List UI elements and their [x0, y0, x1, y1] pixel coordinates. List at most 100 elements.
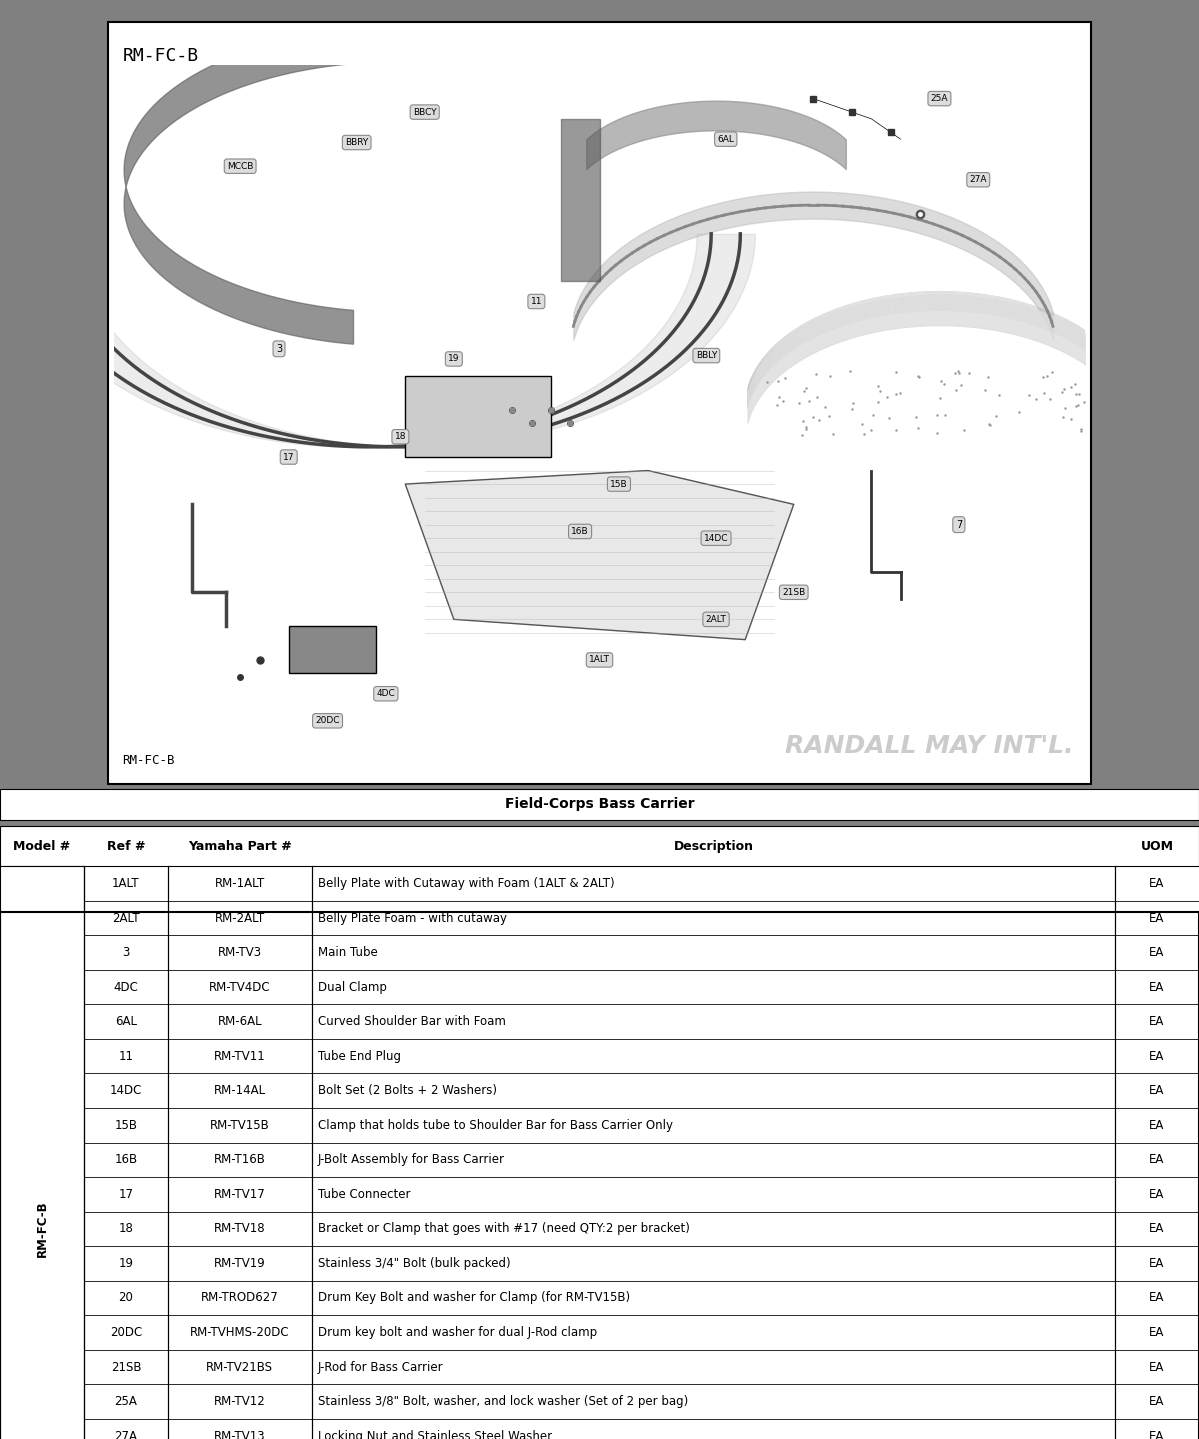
Text: Clamp that holds tube to Shoulder Bar for Bass Carrier Only: Clamp that holds tube to Shoulder Bar fo…	[318, 1118, 673, 1132]
Text: J-Bolt Assembly for Bass Carrier: J-Bolt Assembly for Bass Carrier	[318, 1153, 505, 1167]
Text: EA: EA	[1150, 1256, 1164, 1271]
Bar	[0, 901, 1199, 935]
Text: RM-2ALT: RM-2ALT	[215, 911, 265, 925]
Text: 4DC: 4DC	[376, 689, 396, 698]
Bar	[0, 826, 1199, 866]
Text: RM-FC-B: RM-FC-B	[122, 47, 198, 66]
Bar	[0, 970, 1199, 1004]
Bar	[0, 1177, 1199, 1212]
Text: EA: EA	[1150, 1187, 1164, 1202]
Text: Belly Plate with Cutaway with Foam (1ALT & 2ALT): Belly Plate with Cutaway with Foam (1ALT…	[318, 876, 614, 891]
Text: 11: 11	[531, 296, 542, 307]
Bar	[0, 866, 84, 1439]
Text: RM-TV3: RM-TV3	[218, 945, 261, 960]
Text: 4DC: 4DC	[114, 980, 138, 994]
Text: EA: EA	[1150, 1014, 1164, 1029]
Text: RM-TVHMS-20DC: RM-TVHMS-20DC	[189, 1325, 290, 1340]
Text: Stainless 3/4" Bolt (bulk packed): Stainless 3/4" Bolt (bulk packed)	[318, 1256, 511, 1271]
Text: RM-TV18: RM-TV18	[213, 1222, 266, 1236]
Text: RM-TV19: RM-TV19	[213, 1256, 266, 1271]
Text: EA: EA	[1150, 1325, 1164, 1340]
Text: 14DC: 14DC	[109, 1084, 143, 1098]
Text: RM-TV4DC: RM-TV4DC	[209, 980, 271, 994]
Bar	[0, 1315, 1199, 1350]
Text: 20DC: 20DC	[315, 717, 339, 725]
Text: EA: EA	[1150, 1153, 1164, 1167]
Text: RANDALL MAY INT'L.: RANDALL MAY INT'L.	[784, 734, 1073, 758]
Text: BBRY: BBRY	[345, 138, 368, 147]
Bar	[0, 1419, 1199, 1439]
Text: Drum Key Bolt and washer for Clamp (for RM-TV15B): Drum Key Bolt and washer for Clamp (for …	[318, 1291, 629, 1305]
Text: 16B: 16B	[571, 527, 589, 535]
Text: Model #: Model #	[13, 839, 71, 853]
Bar	[0, 1212, 1199, 1246]
Text: 2ALT: 2ALT	[112, 911, 140, 925]
Text: 27A: 27A	[114, 1429, 138, 1439]
Text: RM-T16B: RM-T16B	[213, 1153, 266, 1167]
Text: Bracket or Clamp that goes with #17 (need QTY:2 per bracket): Bracket or Clamp that goes with #17 (nee…	[318, 1222, 689, 1236]
Text: BBCY: BBCY	[412, 108, 436, 117]
Text: RM-6AL: RM-6AL	[217, 1014, 263, 1029]
Text: 15B: 15B	[114, 1118, 138, 1132]
Bar	[0, 1384, 1199, 1419]
Text: 20: 20	[119, 1291, 133, 1305]
Text: 1ALT: 1ALT	[112, 876, 140, 891]
Text: Ref #: Ref #	[107, 839, 145, 853]
Text: 20DC: 20DC	[110, 1325, 141, 1340]
Bar	[0, 1004, 1199, 1039]
Text: RM-FC-B: RM-FC-B	[36, 1200, 48, 1258]
Bar	[0, 935, 1199, 970]
Text: Bolt Set (2 Bolts + 2 Washers): Bolt Set (2 Bolts + 2 Washers)	[318, 1084, 496, 1098]
Text: 3: 3	[122, 945, 129, 960]
Text: Field-Corps Bass Carrier: Field-Corps Bass Carrier	[505, 797, 694, 812]
Text: 11: 11	[119, 1049, 133, 1063]
Text: UOM: UOM	[1140, 839, 1174, 853]
Text: EA: EA	[1150, 945, 1164, 960]
Text: Tube End Plug: Tube End Plug	[318, 1049, 400, 1063]
Text: EA: EA	[1150, 1429, 1164, 1439]
Text: RM-FC-B: RM-FC-B	[122, 754, 175, 767]
Bar	[0, 1246, 1199, 1281]
Text: Curved Shoulder Bar with Foam: Curved Shoulder Bar with Foam	[318, 1014, 506, 1029]
Text: 1ALT: 1ALT	[589, 655, 610, 665]
Text: RM-TV13: RM-TV13	[213, 1429, 266, 1439]
Text: 18: 18	[119, 1222, 133, 1236]
Bar	[0, 1281, 1199, 1315]
Text: RM-TV11: RM-TV11	[213, 1049, 266, 1063]
Text: EA: EA	[1150, 1118, 1164, 1132]
Text: 6AL: 6AL	[115, 1014, 137, 1029]
Text: 17: 17	[119, 1187, 133, 1202]
Text: 25A: 25A	[930, 94, 948, 104]
Text: 19: 19	[119, 1256, 133, 1271]
Text: Yamaha Part #: Yamaha Part #	[188, 839, 291, 853]
Text: 2ALT: 2ALT	[705, 614, 727, 625]
Bar	[108, 22, 1091, 784]
Bar	[0, 1108, 1199, 1143]
Text: 3: 3	[276, 344, 282, 354]
Text: 7: 7	[956, 519, 962, 530]
Text: 6AL: 6AL	[717, 135, 734, 144]
Text: Dual Clamp: Dual Clamp	[318, 980, 386, 994]
Text: Drum key bolt and washer for dual J-Rod clamp: Drum key bolt and washer for dual J-Rod …	[318, 1325, 597, 1340]
Text: Main Tube: Main Tube	[318, 945, 378, 960]
Text: 19: 19	[448, 354, 459, 364]
Text: EA: EA	[1150, 1394, 1164, 1409]
Text: RM-TV12: RM-TV12	[213, 1394, 266, 1409]
Text: Locking Nut and Stainless Steel Washer: Locking Nut and Stainless Steel Washer	[318, 1429, 552, 1439]
Text: Description: Description	[674, 839, 753, 853]
Text: 18: 18	[394, 432, 406, 442]
Text: EA: EA	[1150, 1291, 1164, 1305]
Text: J-Rod for Bass Carrier: J-Rod for Bass Carrier	[318, 1360, 444, 1374]
Text: 27A: 27A	[970, 176, 987, 184]
Polygon shape	[405, 471, 794, 639]
Text: BBLY: BBLY	[695, 351, 717, 360]
Text: 25A: 25A	[114, 1394, 138, 1409]
Bar	[0, 866, 1199, 901]
Text: EA: EA	[1150, 1222, 1164, 1236]
Text: EA: EA	[1150, 1084, 1164, 1098]
Text: 21SB: 21SB	[110, 1360, 141, 1374]
Bar	[0, 912, 1199, 1439]
Text: Belly Plate Foam - with cutaway: Belly Plate Foam - with cutaway	[318, 911, 507, 925]
Bar	[0, 1350, 1199, 1384]
Text: 17: 17	[283, 452, 295, 462]
